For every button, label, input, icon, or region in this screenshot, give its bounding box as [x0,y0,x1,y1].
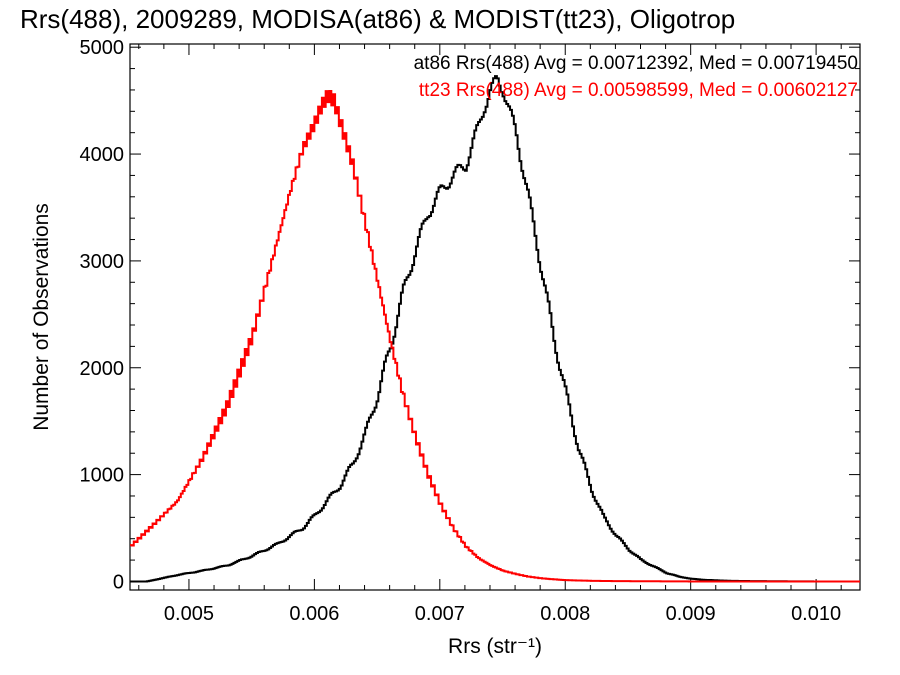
legend-entry-tt23: tt23 Rrs(488) Avg = 0.00598599, Med = 0.… [419,80,858,101]
x-tick-label: 0.007 [415,603,465,625]
x-tick-label: 0.008 [540,603,590,625]
y-tick-label: 3000 [80,251,125,273]
legend: at86 Rrs(488) Avg = 0.00712392, Med = 0.… [414,53,858,101]
x-axis-label: Rrs (str⁻¹) [448,635,542,658]
x-tick-label: 0.005 [164,603,214,625]
series-line-tt23 [130,90,860,583]
y-tick-label: 4000 [80,144,125,166]
x-tick-label: 0.010 [791,603,841,625]
x-tick-label: 0.009 [666,603,716,625]
y-tick-label: 5000 [80,37,125,59]
chart-title: Rrs(488), 2009289, MODISA(at86) & MODIST… [20,4,735,34]
axis-ticks [130,44,860,590]
legend-entry-at86: at86 Rrs(488) Avg = 0.00712392, Med = 0.… [414,53,858,74]
y-tick-label: 2000 [80,358,125,380]
y-tick-label: 0 [113,571,124,593]
series-line-at86 [130,75,860,583]
x-tick-label: 0.006 [289,603,339,625]
y-axis-label: Number of Observations [30,203,53,431]
tick-labels: 0.005 0.006 0.007 0.008 0.009 0.010 0 1000 2000 3… [80,37,842,625]
series-layer [130,75,860,583]
y-tick-label: 1000 [80,465,125,487]
plot-frame [129,43,861,591]
